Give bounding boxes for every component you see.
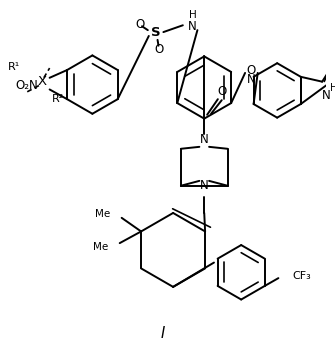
Text: N: N (247, 73, 256, 86)
Text: R¹: R¹ (8, 62, 20, 72)
Text: N: N (322, 89, 330, 102)
Text: I: I (160, 326, 164, 341)
Text: O: O (155, 43, 164, 56)
Text: N: N (200, 133, 209, 145)
Text: O: O (217, 85, 226, 98)
Text: Me: Me (95, 209, 110, 219)
Text: H: H (330, 83, 335, 92)
Text: H: H (189, 10, 196, 19)
Text: O: O (246, 65, 256, 77)
Text: O₂N: O₂N (15, 79, 38, 92)
Text: N: N (188, 20, 197, 33)
Text: S: S (151, 25, 160, 38)
Text: Me: Me (93, 242, 108, 252)
Text: R²: R² (52, 94, 64, 104)
Text: O: O (135, 18, 145, 31)
Text: X: X (37, 75, 47, 88)
Text: N: N (200, 179, 209, 192)
Text: CF₃: CF₃ (292, 271, 311, 281)
